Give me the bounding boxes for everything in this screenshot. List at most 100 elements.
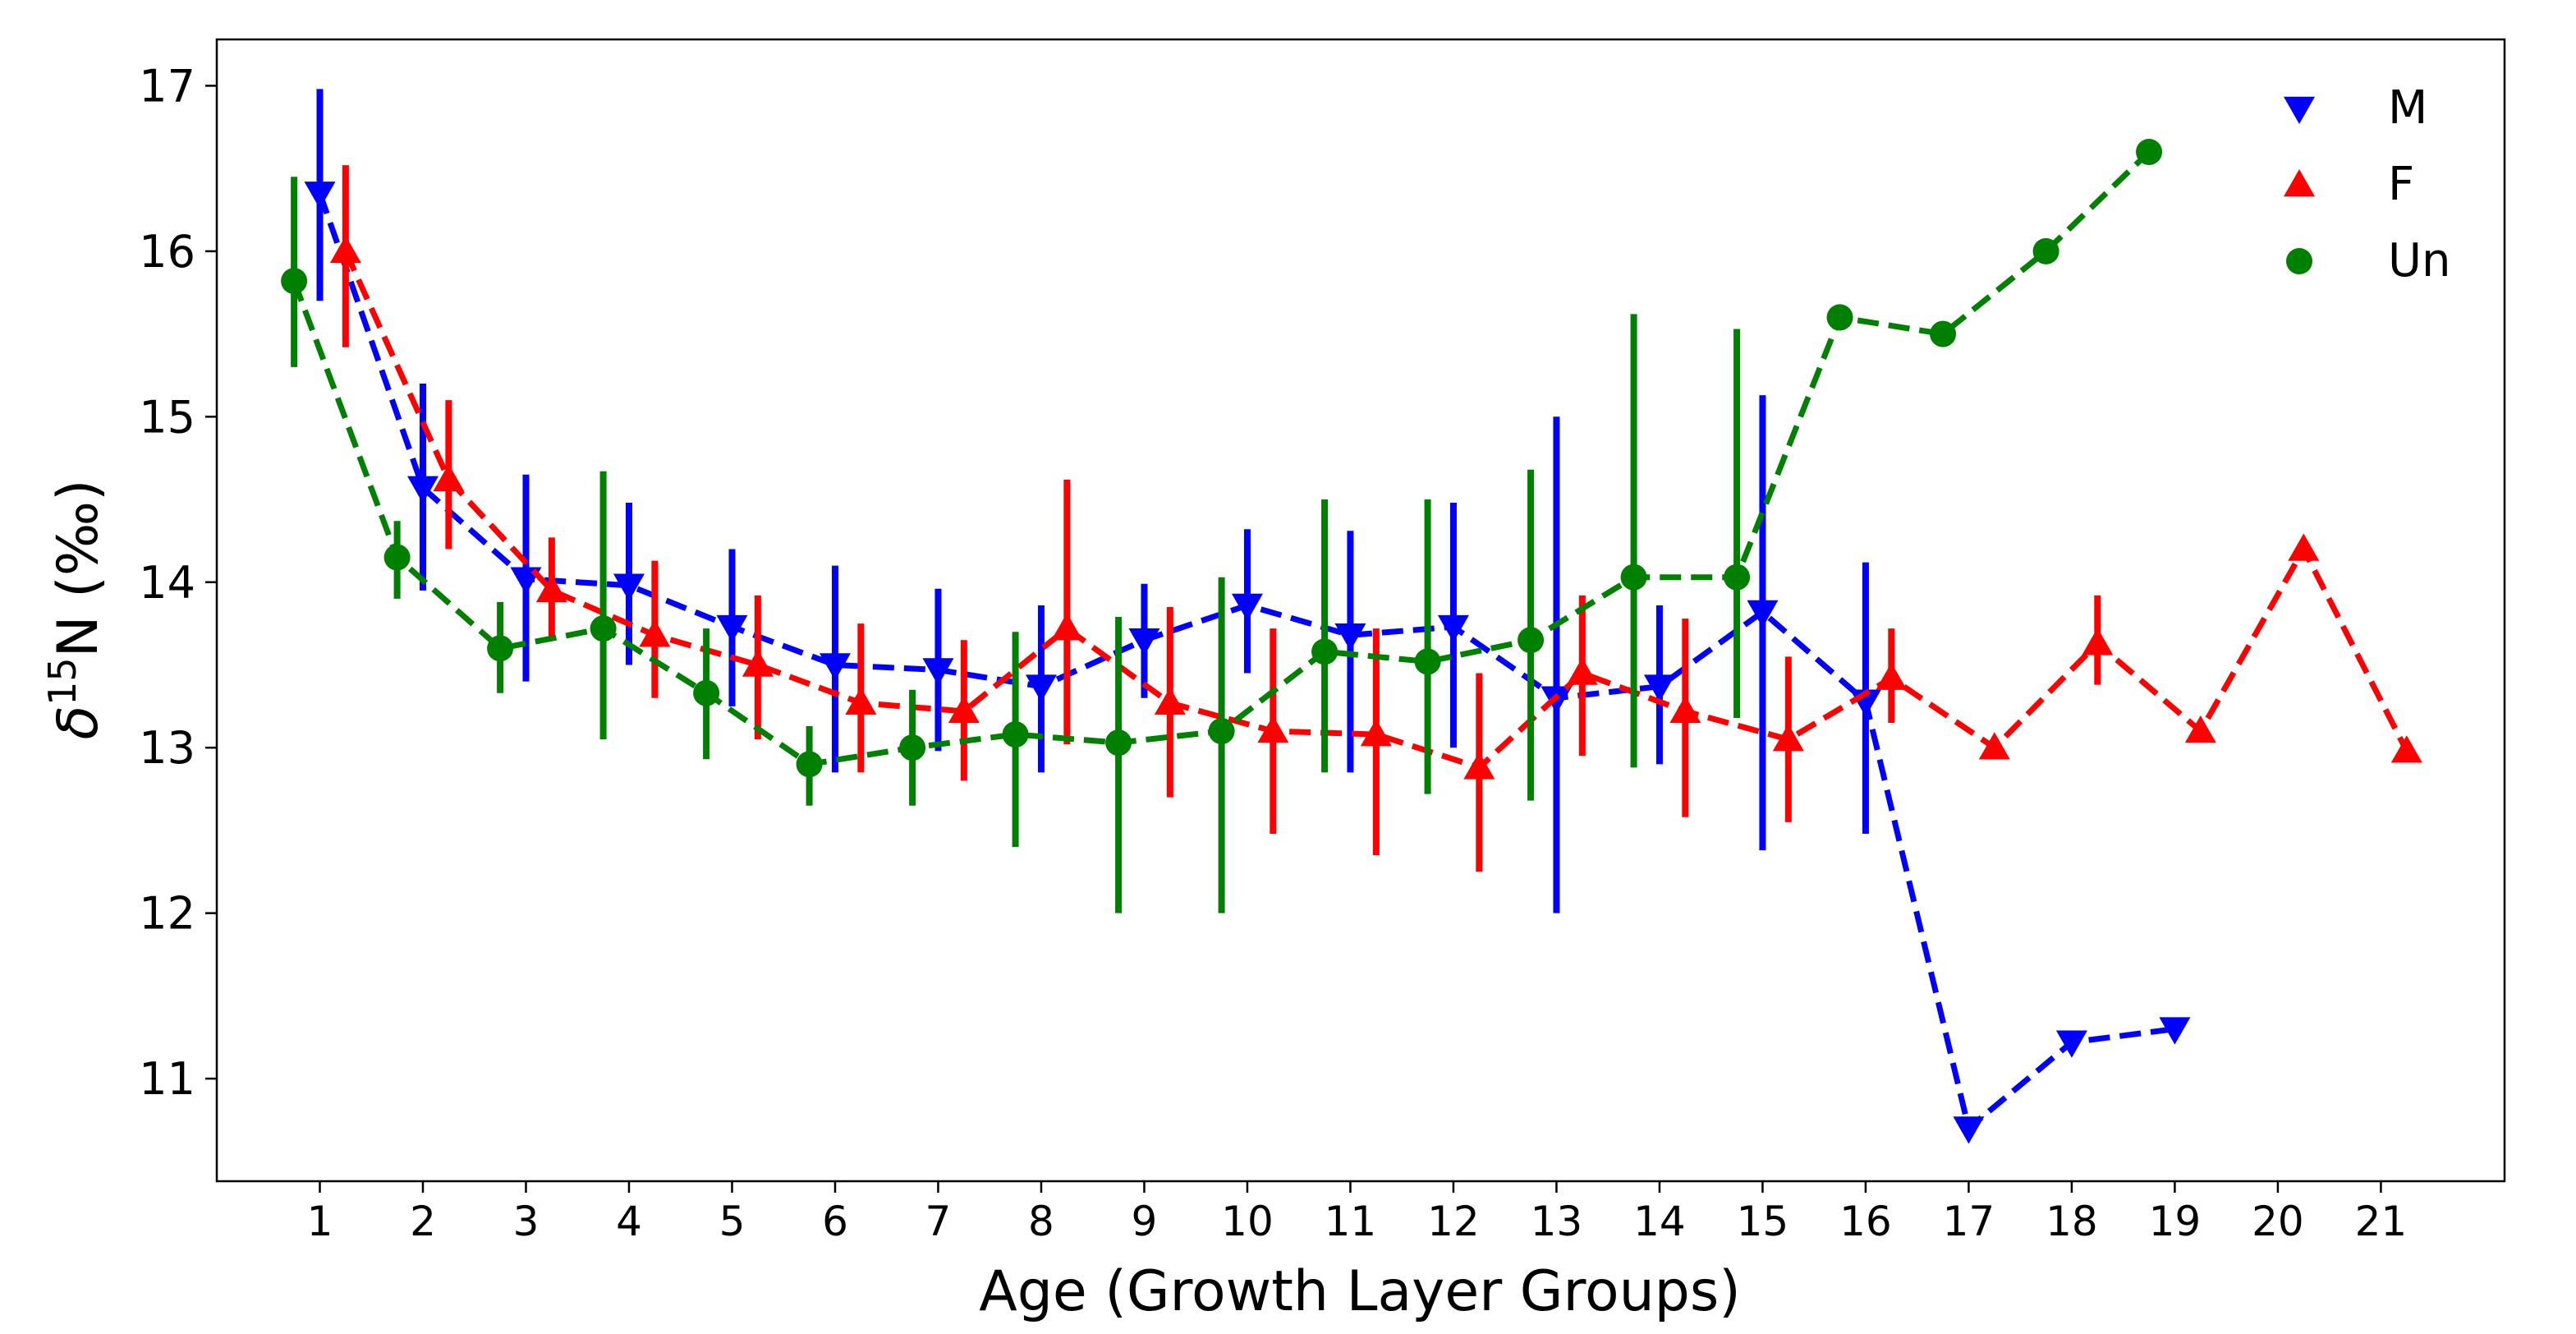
- legend-label: F: [2388, 158, 2414, 211]
- data-point: [1620, 564, 1647, 591]
- data-point: [329, 235, 361, 264]
- data-point: [693, 679, 720, 706]
- data-point: [1051, 613, 1083, 641]
- data-point: [1953, 1116, 1985, 1144]
- data-point: [281, 268, 308, 295]
- data-point: [1747, 600, 1779, 628]
- x-axis: 1 2 3 4 5 6 7 8 9 10 11 12 13 14 15 16 17 18 19 20 21: [307, 1181, 2408, 1245]
- data-point: [1978, 732, 2010, 760]
- x-tick-label: 4: [616, 1198, 642, 1245]
- data-point: [1154, 687, 1186, 715]
- series-f: [329, 165, 2422, 872]
- data-point: [1876, 662, 1908, 690]
- data-point: [1334, 623, 1366, 651]
- data-point: [1669, 695, 1701, 724]
- data-point: [304, 182, 336, 209]
- data-point: [1002, 721, 1029, 748]
- x-tick-label: 11: [1325, 1198, 1377, 1245]
- data-point: [2288, 533, 2320, 561]
- data-point: [1437, 614, 1469, 643]
- data-point: [1463, 752, 1495, 780]
- x-tick-label: 21: [2355, 1198, 2408, 1245]
- x-tick-label: 7: [925, 1198, 952, 1245]
- data-point: [1772, 724, 1804, 752]
- data-point: [1231, 593, 1263, 621]
- y-axis-label-superscript: 15: [40, 657, 85, 706]
- legend: MF Un: [2284, 81, 2450, 288]
- data-point: [2055, 1030, 2087, 1058]
- data-point: [1105, 729, 1132, 757]
- data-point: [2390, 735, 2422, 763]
- series-un: [281, 138, 2163, 913]
- y-tick-label: 15: [139, 391, 195, 443]
- data-point: [1930, 320, 1957, 347]
- data-point: [1208, 718, 1235, 745]
- data-point: [1414, 648, 1441, 675]
- x-tick-label: 16: [1839, 1198, 1892, 1245]
- data-point: [2184, 715, 2216, 743]
- y-tick-label: 12: [139, 888, 195, 940]
- data-point: [433, 463, 465, 492]
- y-tick-label: 14: [139, 557, 195, 609]
- x-tick-label: 1: [307, 1198, 333, 1245]
- x-tick-label: 10: [1221, 1198, 1274, 1245]
- data-point: [2159, 1017, 2191, 1045]
- data-point: [1360, 719, 1392, 747]
- series-m: [304, 89, 2191, 1144]
- x-tick-label: 17: [1943, 1198, 1995, 1245]
- data-point: [2032, 237, 2059, 264]
- data-point: [899, 734, 926, 761]
- y-tick-label: 13: [139, 722, 195, 774]
- data-point: [1826, 304, 1853, 331]
- data-point: [1724, 564, 1751, 591]
- plot-frame: [215, 38, 2506, 1183]
- legend-marker: [2286, 248, 2312, 274]
- data-point: [2082, 628, 2114, 656]
- data-point: [922, 658, 954, 686]
- x-tick-label: 8: [1028, 1198, 1054, 1245]
- data-point: [1518, 627, 1545, 654]
- data-point: [406, 476, 439, 504]
- data-point: [590, 615, 617, 642]
- data-point: [2136, 138, 2163, 165]
- y-axis-label-rest: N (‰): [46, 480, 111, 658]
- x-tick-label: 18: [2046, 1198, 2098, 1245]
- data-point: [639, 619, 671, 647]
- y-tick-label: 16: [139, 226, 195, 278]
- x-tick-label: 5: [719, 1198, 746, 1245]
- y-axis: 11 12 13 14 15 16 17: [139, 60, 217, 1105]
- data-point: [845, 687, 877, 715]
- y-axis-label-symbol: δ: [46, 706, 111, 740]
- x-tick-label: 19: [2149, 1198, 2202, 1245]
- y-tick-label: 17: [139, 60, 195, 112]
- legend-label: M: [2388, 81, 2427, 135]
- data-point: [796, 751, 823, 778]
- x-tick-label: 9: [1132, 1198, 1158, 1245]
- data-point: [613, 573, 645, 601]
- data-point: [535, 574, 567, 603]
- y-axis-label: δ15N (‰): [40, 480, 111, 740]
- x-tick-label: 3: [513, 1198, 540, 1245]
- x-tick-label: 20: [2252, 1198, 2304, 1245]
- x-axis-label: Age (Growth Layer Groups): [979, 1259, 1741, 1324]
- data-point: [1257, 715, 1289, 743]
- x-tick-label: 15: [1737, 1198, 1789, 1245]
- x-tick-label: 6: [822, 1198, 848, 1245]
- data-point: [716, 614, 748, 643]
- data-point: [487, 635, 514, 662]
- data-point: [1025, 674, 1057, 702]
- x-tick-label: 14: [1633, 1198, 1686, 1245]
- data-point: [948, 695, 980, 724]
- plot-area: [281, 89, 2422, 1144]
- x-tick-label: 12: [1427, 1198, 1480, 1245]
- x-tick-label: 2: [410, 1198, 436, 1245]
- data-point: [1311, 638, 1339, 665]
- data-point: [742, 649, 774, 677]
- x-tick-label: 13: [1531, 1198, 1583, 1245]
- data-point: [819, 653, 851, 681]
- series-line: [342, 250, 2409, 770]
- data-point: [1128, 628, 1160, 656]
- legend-marker: [2284, 169, 2315, 197]
- data-point: [1643, 674, 1675, 702]
